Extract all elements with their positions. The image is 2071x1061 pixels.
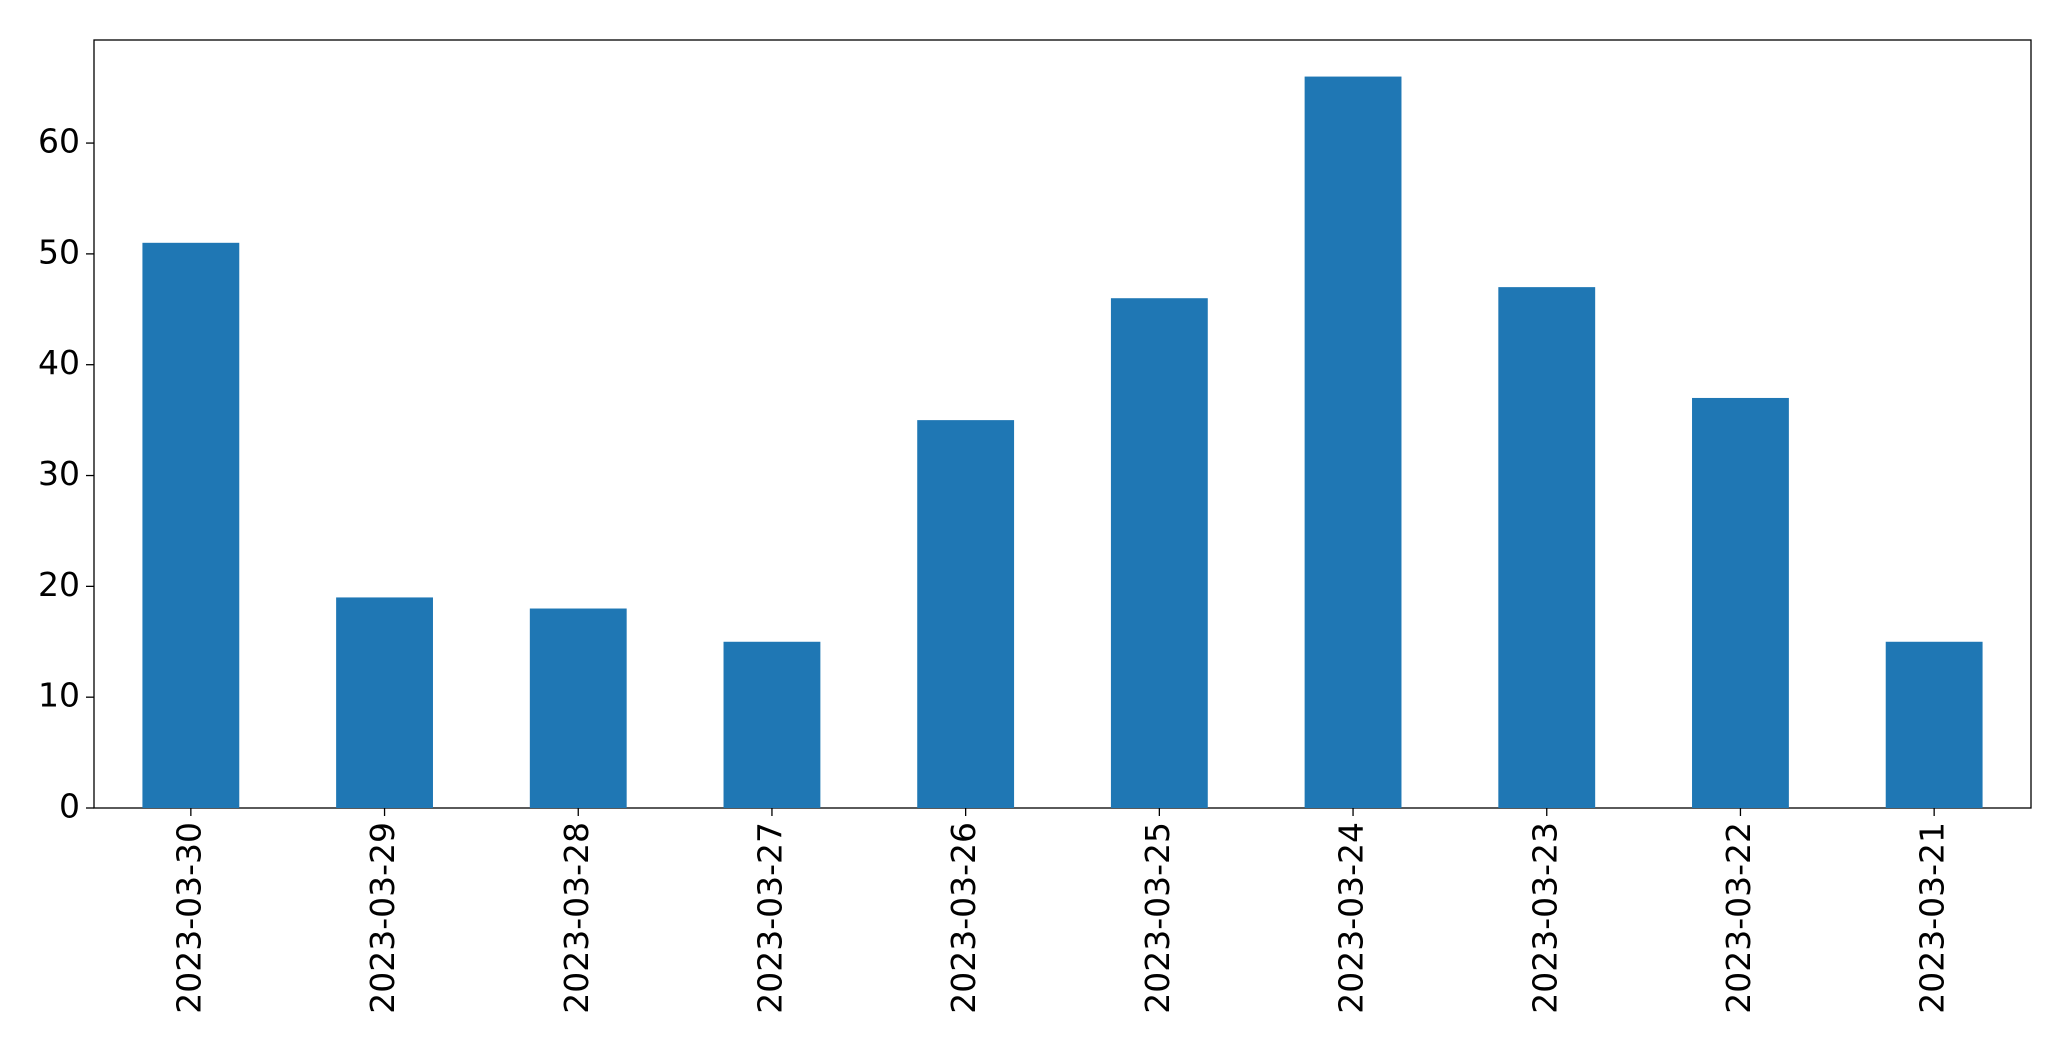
x-tick-label: 2023-03-26 [944, 822, 983, 1014]
bar [917, 420, 1015, 808]
axes-frame [93, 39, 2032, 809]
bar [336, 597, 433, 808]
bar [1498, 287, 1596, 809]
x-tick-label: 2023-03-24 [1332, 822, 1371, 1014]
y-tick-label: 30 [38, 454, 80, 493]
x-tick-label: 2023-03-22 [1719, 822, 1758, 1014]
bar [1304, 76, 1402, 809]
x-tick-label: 2023-03-30 [169, 822, 208, 1014]
bar [529, 608, 627, 808]
bar [1885, 641, 1983, 808]
bar [723, 641, 821, 808]
y-tick-label: 40 [38, 343, 80, 382]
bar [1110, 298, 1208, 808]
x-tick-label: 2023-03-28 [557, 822, 596, 1014]
y-tick-label: 50 [38, 232, 80, 271]
y-tick-label: 0 [59, 787, 80, 826]
y-tick-label: 20 [38, 565, 80, 604]
y-tick-label: 10 [38, 676, 80, 715]
x-tick-label: 2023-03-25 [1138, 822, 1177, 1014]
x-tick-label: 2023-03-21 [1913, 822, 1952, 1014]
x-tick-label: 2023-03-27 [750, 822, 789, 1014]
bar [1692, 397, 1789, 808]
bar [142, 242, 240, 809]
y-tick-label: 60 [38, 122, 80, 161]
x-tick-label: 2023-03-23 [1525, 822, 1564, 1014]
x-tick-label: 2023-03-29 [363, 822, 402, 1014]
